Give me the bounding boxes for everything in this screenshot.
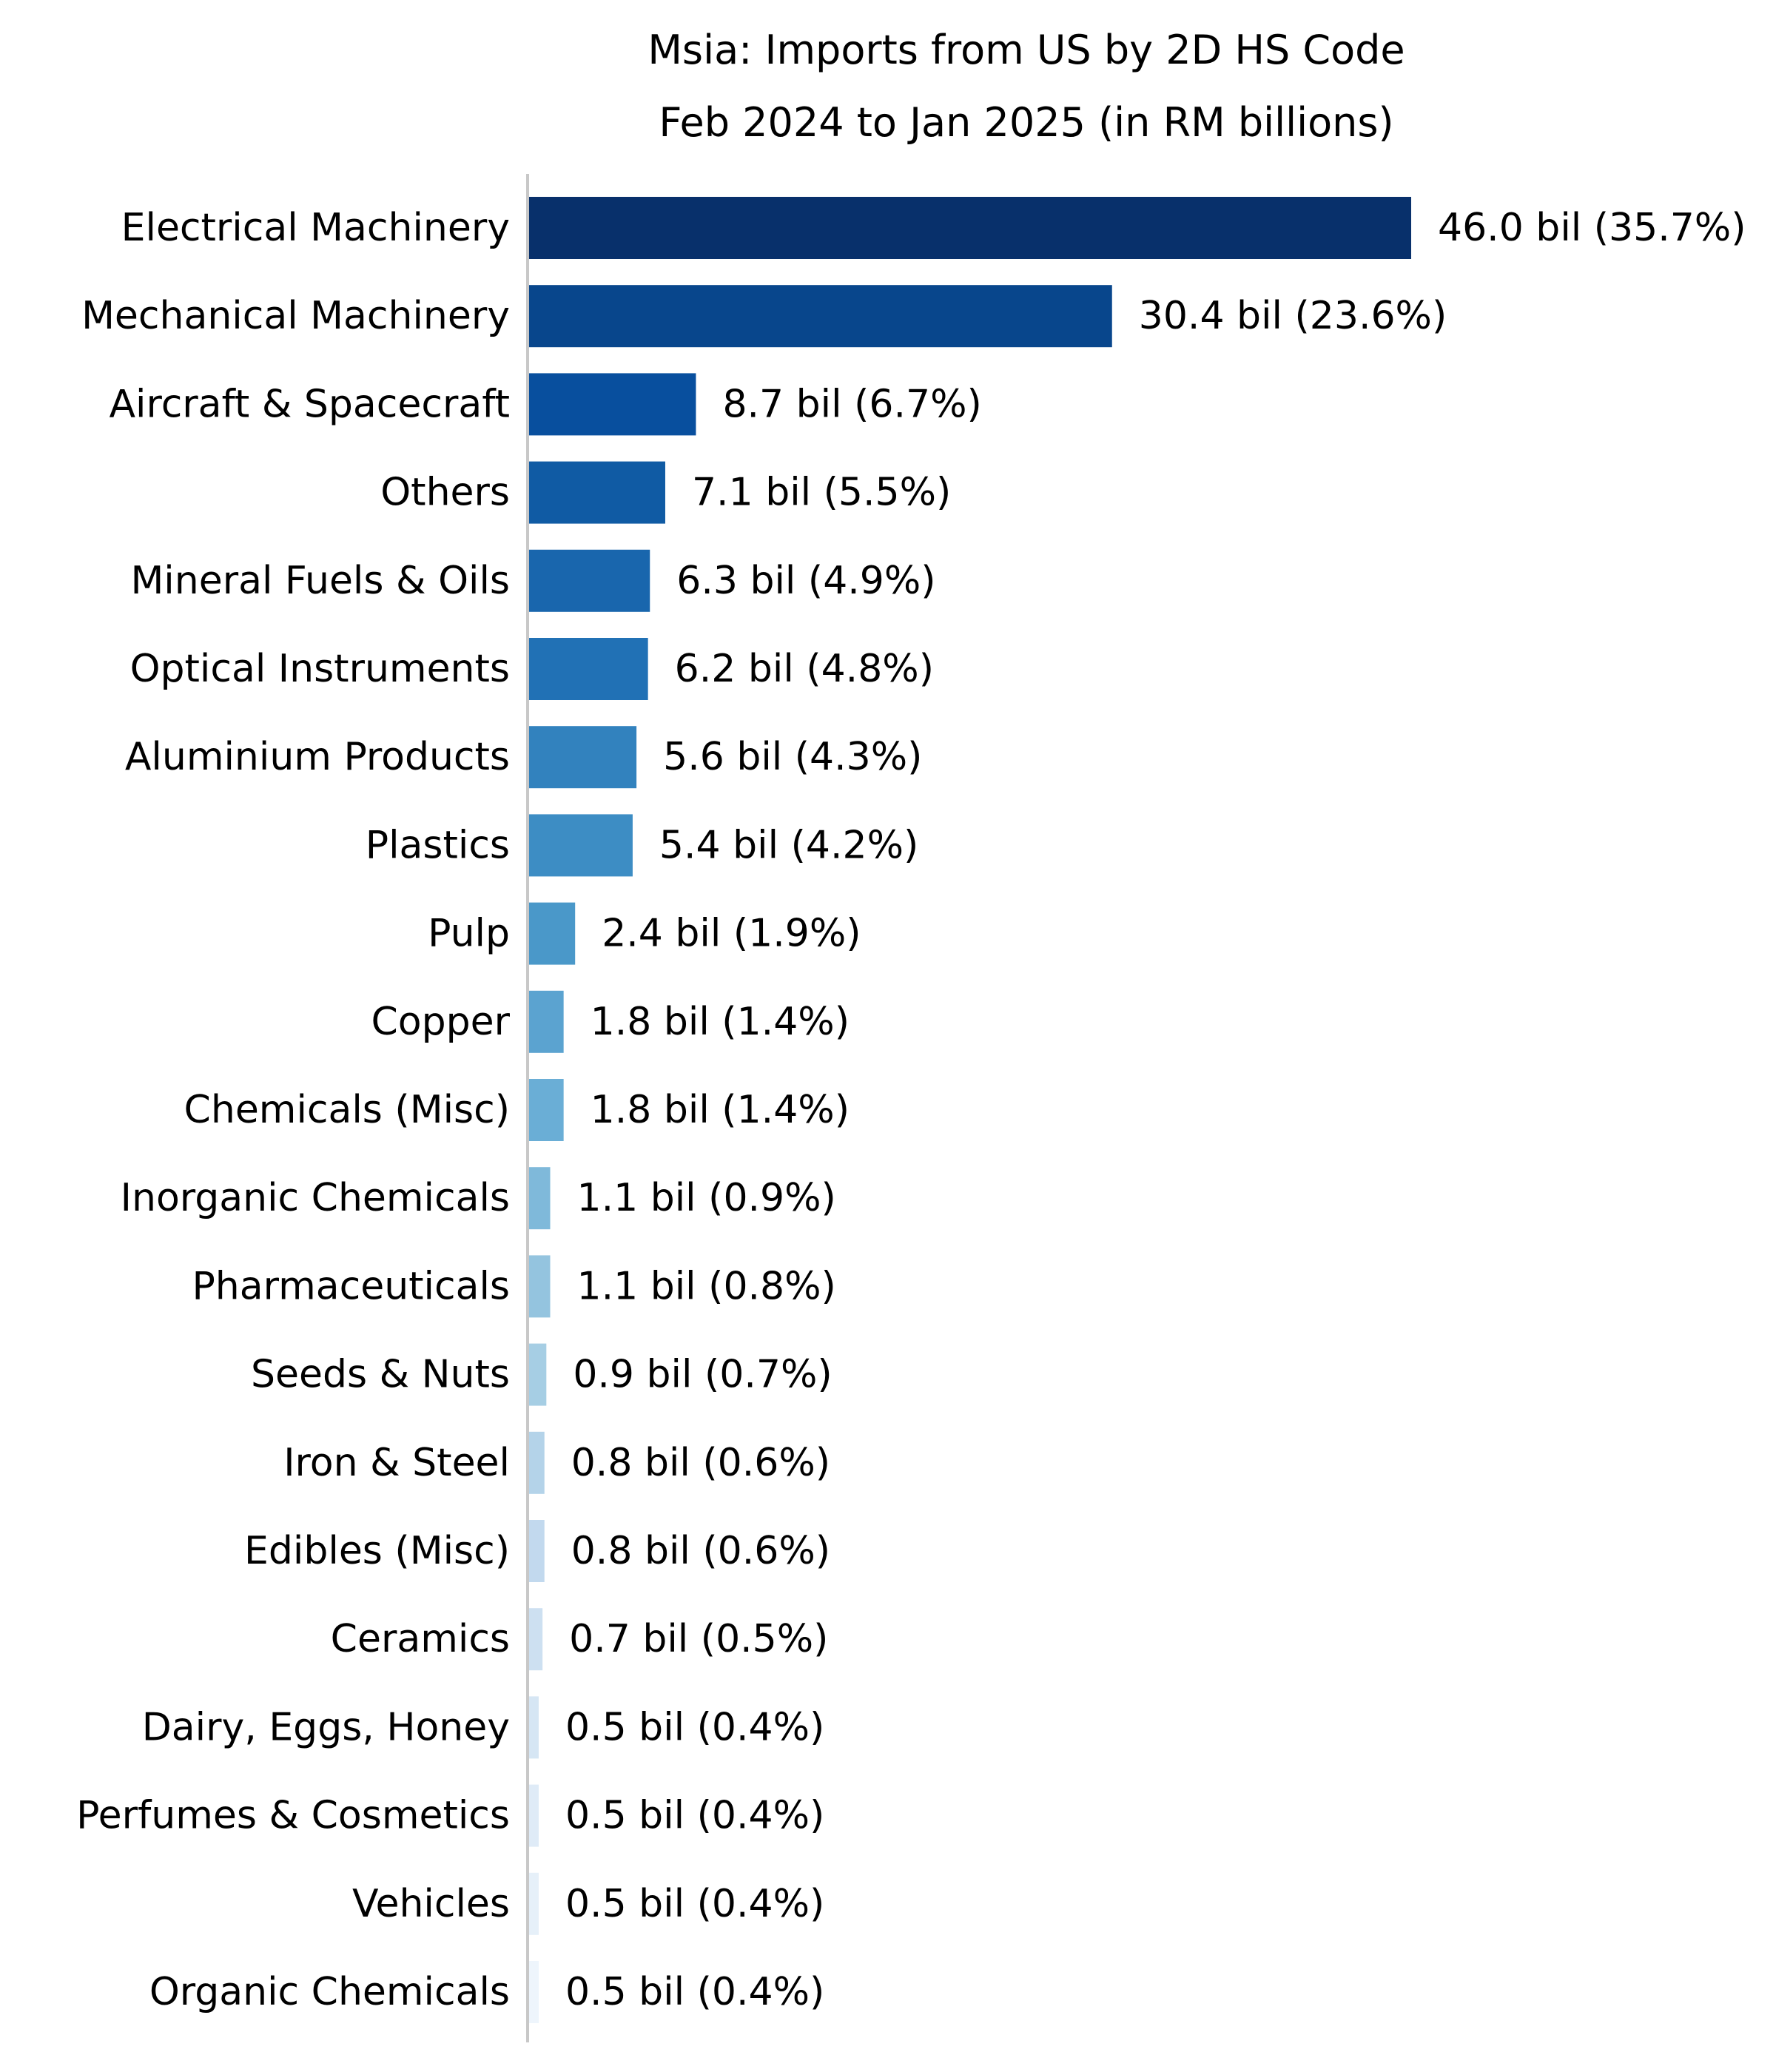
value-label: 46.0 bil (35.7%) <box>1438 206 1746 250</box>
value-label: 0.9 bil (0.7%) <box>573 1353 832 1397</box>
category-label: Aircraft & Spacecraft <box>109 382 510 426</box>
value-label: 1.1 bil (0.8%) <box>577 1264 836 1308</box>
value-label: 5.4 bil (4.2%) <box>659 823 918 867</box>
category-label: Edibles (Misc) <box>244 1529 510 1573</box>
bar <box>529 1431 545 1494</box>
bar <box>529 1961 539 2023</box>
value-label: 1.8 bil (1.4%) <box>591 1000 850 1044</box>
category-label: Plastics <box>366 823 510 867</box>
category-label: Pharmaceuticals <box>192 1264 510 1308</box>
bar <box>529 285 1112 348</box>
value-label: 5.6 bil (4.3%) <box>663 735 922 779</box>
category-label: Organic Chemicals <box>149 1970 510 2014</box>
category-label: Optical Instruments <box>130 647 510 691</box>
bar <box>529 1608 543 1671</box>
bar <box>529 638 648 700</box>
bar <box>529 1255 551 1318</box>
category-label: Vehicles <box>352 1882 510 1926</box>
value-label: 6.3 bil (4.9%) <box>676 559 935 603</box>
value-label: 0.5 bil (0.4%) <box>565 1882 824 1926</box>
value-label: 2.4 bil (1.9%) <box>602 912 861 956</box>
chart-subtitle: Feb 2024 to Jan 2025 (in RM billions) <box>659 99 1393 146</box>
bar <box>529 1167 551 1230</box>
bar <box>529 1784 539 1847</box>
category-label: Dairy, Eggs, Honey <box>142 1705 510 1749</box>
bar <box>529 1696 539 1759</box>
value-label: 30.4 bil (23.6%) <box>1139 294 1447 338</box>
category-label: Electrical Machinery <box>121 206 510 250</box>
bar <box>529 902 576 965</box>
value-label: 6.2 bil (4.8%) <box>675 647 934 691</box>
category-label: Others <box>380 471 510 515</box>
value-label: 0.8 bil (0.6%) <box>571 1529 830 1573</box>
category-label: Pulp <box>428 912 510 956</box>
value-label: 7.1 bil (5.5%) <box>692 471 951 515</box>
bar <box>529 814 633 877</box>
bars-group: Electrical Machinery 46.0 bil (35.7%) Mech… <box>76 197 1746 2023</box>
category-label: Inorganic Chemicals <box>121 1176 510 1220</box>
bar <box>529 1343 547 1406</box>
bar <box>529 990 564 1053</box>
value-label: 1.8 bil (1.4%) <box>591 1088 850 1132</box>
value-label: 8.7 bil (6.7%) <box>722 382 981 426</box>
bar <box>529 373 696 436</box>
value-label: 0.7 bil (0.5%) <box>569 1617 828 1661</box>
value-label: 0.8 bil (0.6%) <box>571 1441 830 1485</box>
bar <box>529 549 650 612</box>
value-label: 0.5 bil (0.4%) <box>565 1705 824 1749</box>
category-label: Copper <box>371 1000 510 1044</box>
category-label: Mechanical Machinery <box>81 294 510 338</box>
bar <box>529 1872 539 1935</box>
category-label: Ceramics <box>331 1617 510 1661</box>
category-label: Seeds & Nuts <box>251 1353 510 1397</box>
category-label: Perfumes & Cosmetics <box>76 1794 510 1838</box>
value-label: 1.1 bil (0.9%) <box>577 1176 836 1220</box>
category-label: Mineral Fuels & Oils <box>130 559 510 603</box>
category-label: Aluminium Products <box>125 735 510 779</box>
value-label: 0.5 bil (0.4%) <box>565 1794 824 1838</box>
bar <box>529 1520 545 1582</box>
chart-title: Msia: Imports from US by 2D HS Code <box>648 27 1405 73</box>
category-label: Chemicals (Misc) <box>184 1088 510 1132</box>
bar <box>529 1079 564 1141</box>
bar <box>529 197 1411 259</box>
bar <box>529 726 637 789</box>
bar <box>529 461 665 524</box>
value-label: 0.5 bil (0.4%) <box>565 1970 824 2014</box>
category-label: Iron & Steel <box>283 1441 510 1485</box>
